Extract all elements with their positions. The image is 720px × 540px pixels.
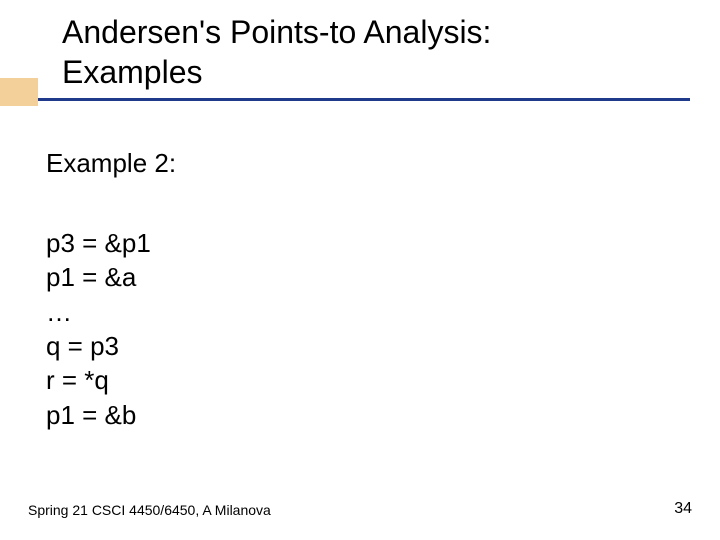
slide-title-line1: Andersen's Points-to Analysis: bbox=[62, 12, 690, 52]
code-line: p1 = &a bbox=[46, 260, 151, 294]
code-line: q = p3 bbox=[46, 329, 151, 363]
code-line: p1 = &b bbox=[46, 398, 151, 432]
code-line: r = *q bbox=[46, 363, 151, 397]
code-block: p3 = &p1 p1 = &a … q = p3 r = *q p1 = &b bbox=[46, 226, 151, 432]
page-number: 34 bbox=[674, 500, 692, 518]
example-heading: Example 2: bbox=[46, 148, 176, 179]
footer-text: Spring 21 CSCI 4450/6450, A Milanova bbox=[28, 502, 271, 518]
title-container: Andersen's Points-to Analysis: Examples bbox=[62, 12, 690, 92]
slide-title-line2: Examples bbox=[62, 52, 690, 92]
code-line: p3 = &p1 bbox=[46, 226, 151, 260]
code-line: … bbox=[46, 295, 151, 329]
title-underline bbox=[38, 98, 690, 101]
accent-decoration bbox=[0, 78, 38, 106]
